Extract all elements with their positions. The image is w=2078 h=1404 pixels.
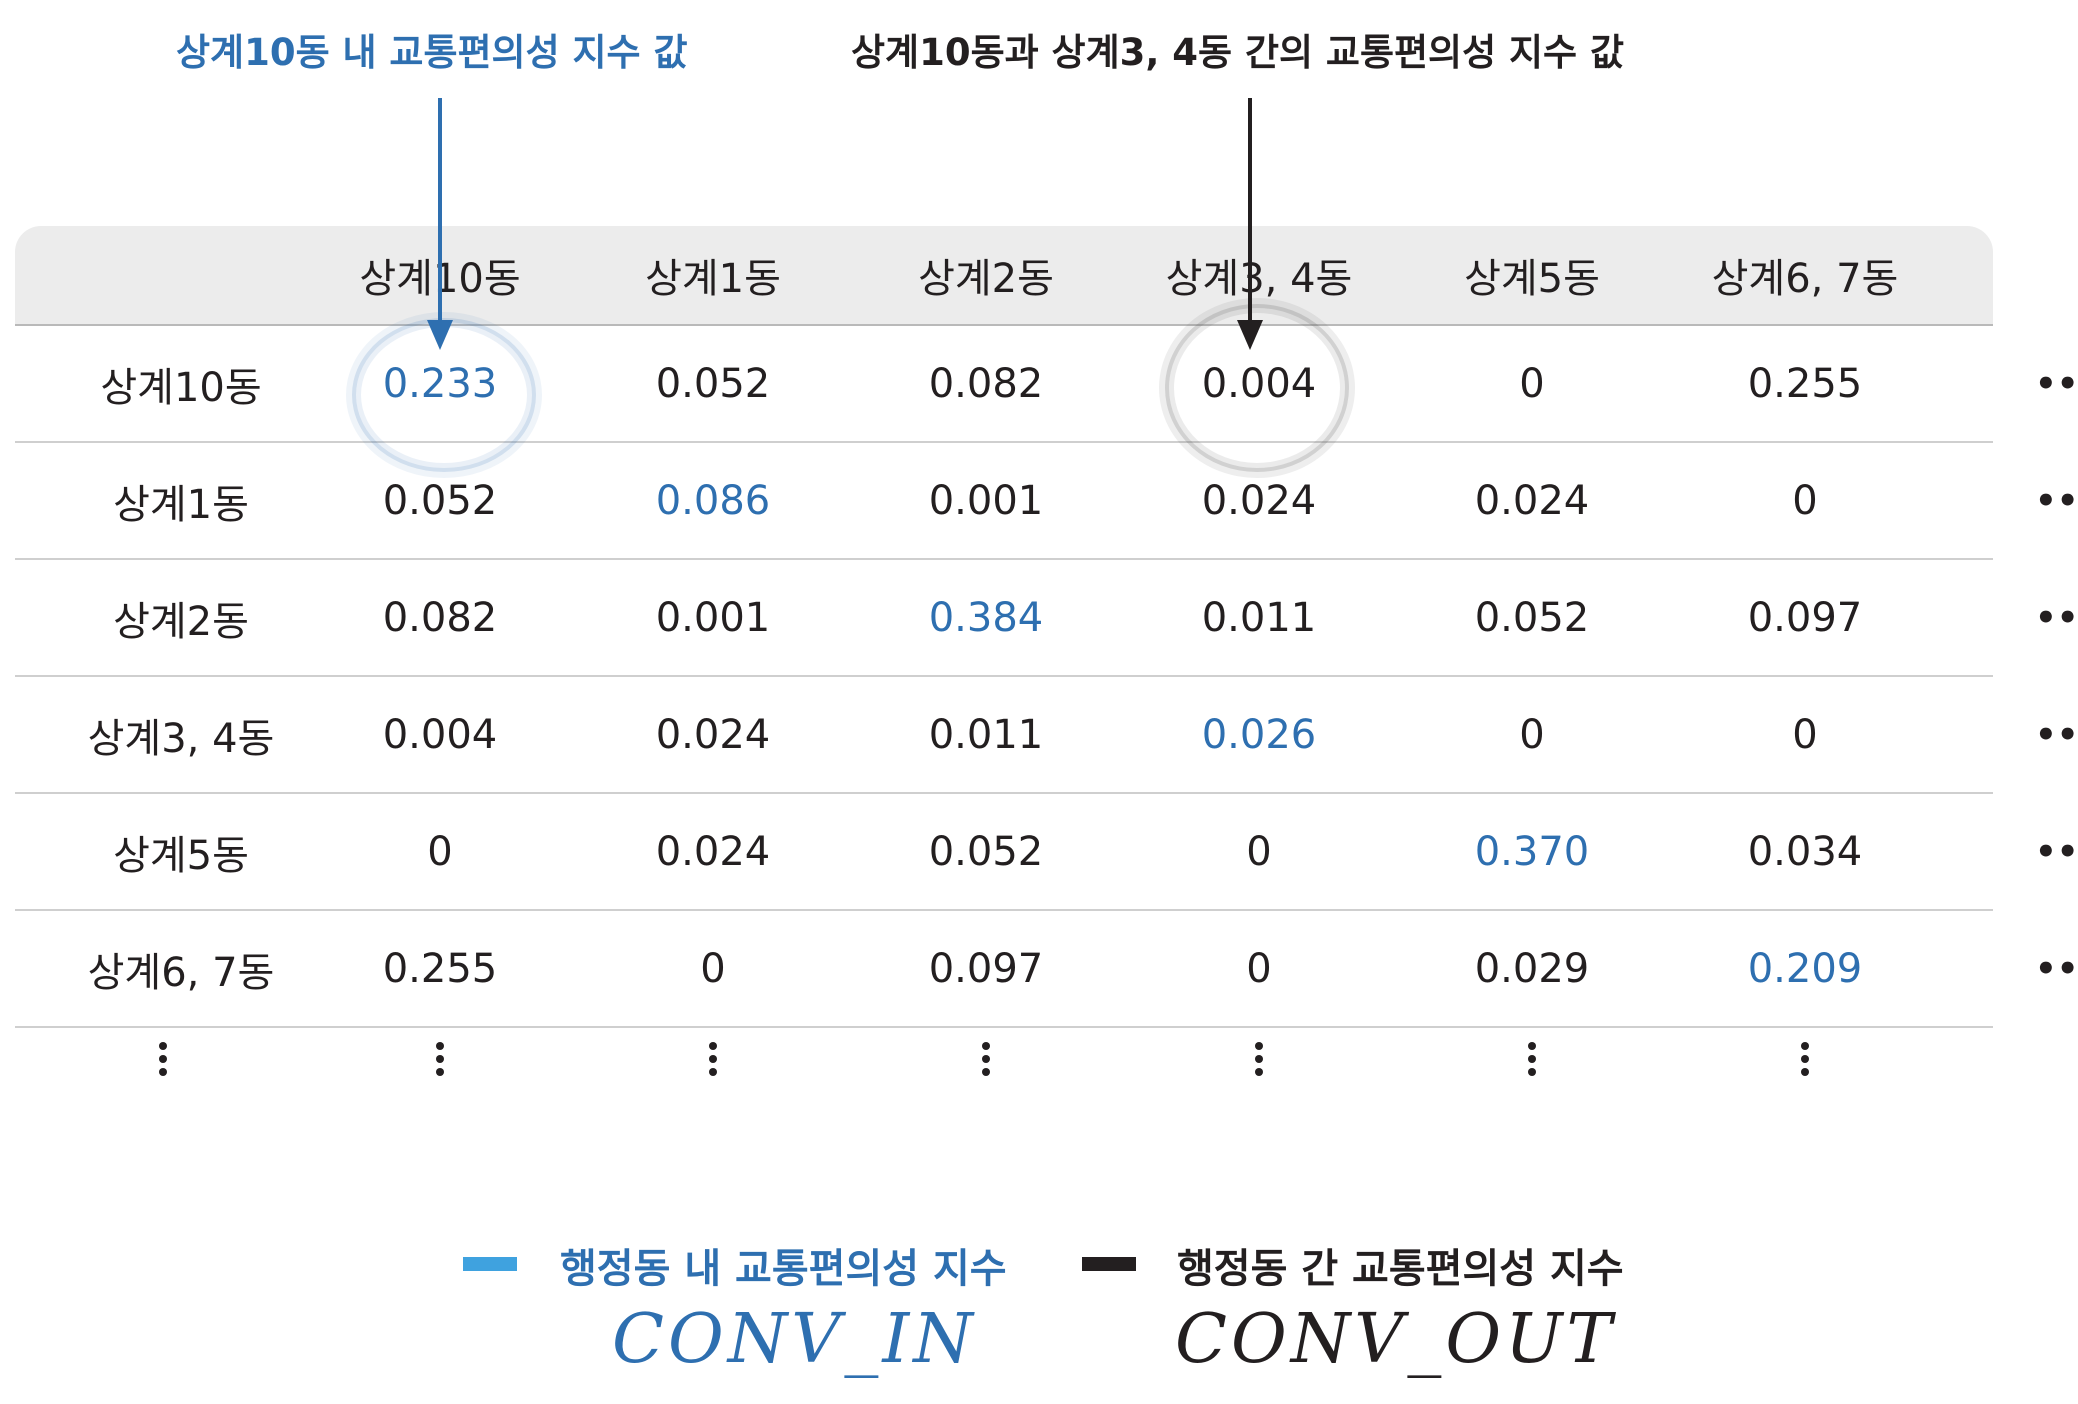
between-index-cell: 0.004 — [382, 711, 498, 758]
between-index-cell: 0.052 — [928, 828, 1044, 875]
within-index-cell: 0.086 — [655, 477, 771, 524]
between-index-cell: 0 — [427, 828, 453, 875]
between-legend-swatch — [1082, 1257, 1136, 1271]
between-index-cell: 0.052 — [382, 477, 498, 524]
vertical-continuation-dots — [703, 1042, 723, 1081]
within-highlight-circle — [352, 318, 536, 472]
between-index-cell: 0 — [1519, 360, 1545, 407]
between-index-cell: 0.082 — [928, 360, 1044, 407]
between-index-cell: 0.082 — [382, 594, 498, 641]
within-legend-label: 행정동 내 교통편의성 지수 — [560, 1246, 1007, 1292]
table-header-row: 상계10동 상계1동 상계2동 상계3, 4동 상계5동 상계6, 7동 — [15, 226, 1993, 326]
within-index-cell: 0.026 — [1201, 711, 1317, 758]
between-index-callout: 상계10동과 상계3, 4동 간의 교통편의성 지수 값 — [851, 31, 1625, 74]
row-continuation-dots: ••• — [2035, 948, 2078, 989]
row-header: 상계5동 — [113, 832, 249, 879]
conv-in-formula: CONV_IN — [612, 1300, 977, 1379]
between-index-cell: 0 — [1792, 711, 1818, 758]
between-index-cell: 0 — [1519, 711, 1545, 758]
between-index-cell: 0.097 — [928, 945, 1044, 992]
between-index-cell: 0.024 — [1474, 477, 1590, 524]
row-header: 상계6, 7동 — [87, 949, 275, 996]
vertical-continuation-dots — [153, 1042, 173, 1081]
table-row: 상계1동 0.052 0.086 0.001 0.024 0.024 0 ••• — [15, 443, 2078, 560]
between-index-cell: 0 — [1792, 477, 1818, 524]
column-header: 상계2동 — [918, 256, 1054, 302]
between-index-cell: 0.097 — [1747, 594, 1863, 641]
between-legend-label: 행정동 간 교통편의성 지수 — [1177, 1246, 1624, 1292]
between-index-cell: 0 — [1246, 945, 1272, 992]
vertical-continuation-dots — [430, 1042, 450, 1081]
between-index-cell: 0.255 — [382, 945, 498, 992]
row-continuation-dots: ••• — [2035, 714, 2078, 755]
row-header: 상계10동 — [100, 364, 262, 411]
vertical-continuation-dots — [976, 1042, 996, 1081]
between-index-cell: 0 — [700, 945, 726, 992]
row-header: 상계3, 4동 — [87, 715, 275, 762]
between-index-cell: 0.029 — [1474, 945, 1590, 992]
row-header: 상계2동 — [113, 598, 249, 645]
between-index-cell: 0.011 — [1201, 594, 1317, 641]
conv-out-formula: CONV_OUT — [1175, 1300, 1616, 1379]
within-legend-swatch — [463, 1257, 517, 1271]
between-index-cell: 0.034 — [1747, 828, 1863, 875]
column-header: 상계5동 — [1464, 256, 1600, 302]
column-header: 상계1동 — [645, 256, 781, 302]
within-index-cell: 0.209 — [1747, 945, 1863, 992]
between-index-cell: 0.011 — [928, 711, 1044, 758]
within-index-cell: 0.384 — [928, 594, 1044, 641]
column-header: 상계6, 7동 — [1711, 256, 1899, 302]
row-continuation-dots: ••• — [2035, 831, 2078, 872]
between-index-cell: 0.255 — [1747, 360, 1863, 407]
column-header: 상계3, 4동 — [1165, 256, 1353, 302]
table-row: 상계6, 7동 0.255 0 0.097 0 0.029 0.209 ••• — [15, 911, 2078, 1028]
between-index-cell: 0.024 — [655, 828, 771, 875]
within-index-callout: 상계10동 내 교통편의성 지수 값 — [176, 31, 688, 74]
within-index-cell: 0.370 — [1474, 828, 1590, 875]
between-index-cell: 0.052 — [1474, 594, 1590, 641]
index-matrix-table: 상계10동 상계1동 상계2동 상계3, 4동 상계5동 상계6, 7동 상계10동 0.2… — [15, 226, 2078, 1028]
row-continuation-dots: ••• — [2035, 363, 2078, 404]
between-index-cell: 0.024 — [655, 711, 771, 758]
between-index-cell: 0.001 — [928, 477, 1044, 524]
table-row: 상계3, 4동 0.004 0.024 0.011 0.026 0 0 ••• — [15, 677, 2078, 794]
between-index-cell: 0.001 — [655, 594, 771, 641]
vertical-continuation-dots — [1522, 1042, 1542, 1081]
between-highlight-circle — [1165, 304, 1349, 472]
between-index-cell: 0 — [1246, 828, 1272, 875]
table-row: 상계5동 0 0.024 0.052 0 0.370 0.034 ••• — [15, 794, 2078, 911]
row-continuation-dots: ••• — [2035, 480, 2078, 521]
between-index-cell: 0.052 — [655, 360, 771, 407]
table-body: 상계10동0.2330.0520.0820.00400.255•••상계1동0.… — [15, 326, 2078, 1028]
table-row: 상계2동 0.082 0.001 0.384 0.011 0.052 0.097 ••• — [15, 560, 2078, 677]
vertical-continuation-dots — [1795, 1042, 1815, 1081]
between-index-cell: 0.024 — [1201, 477, 1317, 524]
row-header: 상계1동 — [113, 481, 249, 528]
column-header: 상계10동 — [359, 256, 521, 302]
row-continuation-dots: ••• — [2035, 597, 2078, 638]
vertical-continuation-dots — [1249, 1042, 1269, 1081]
